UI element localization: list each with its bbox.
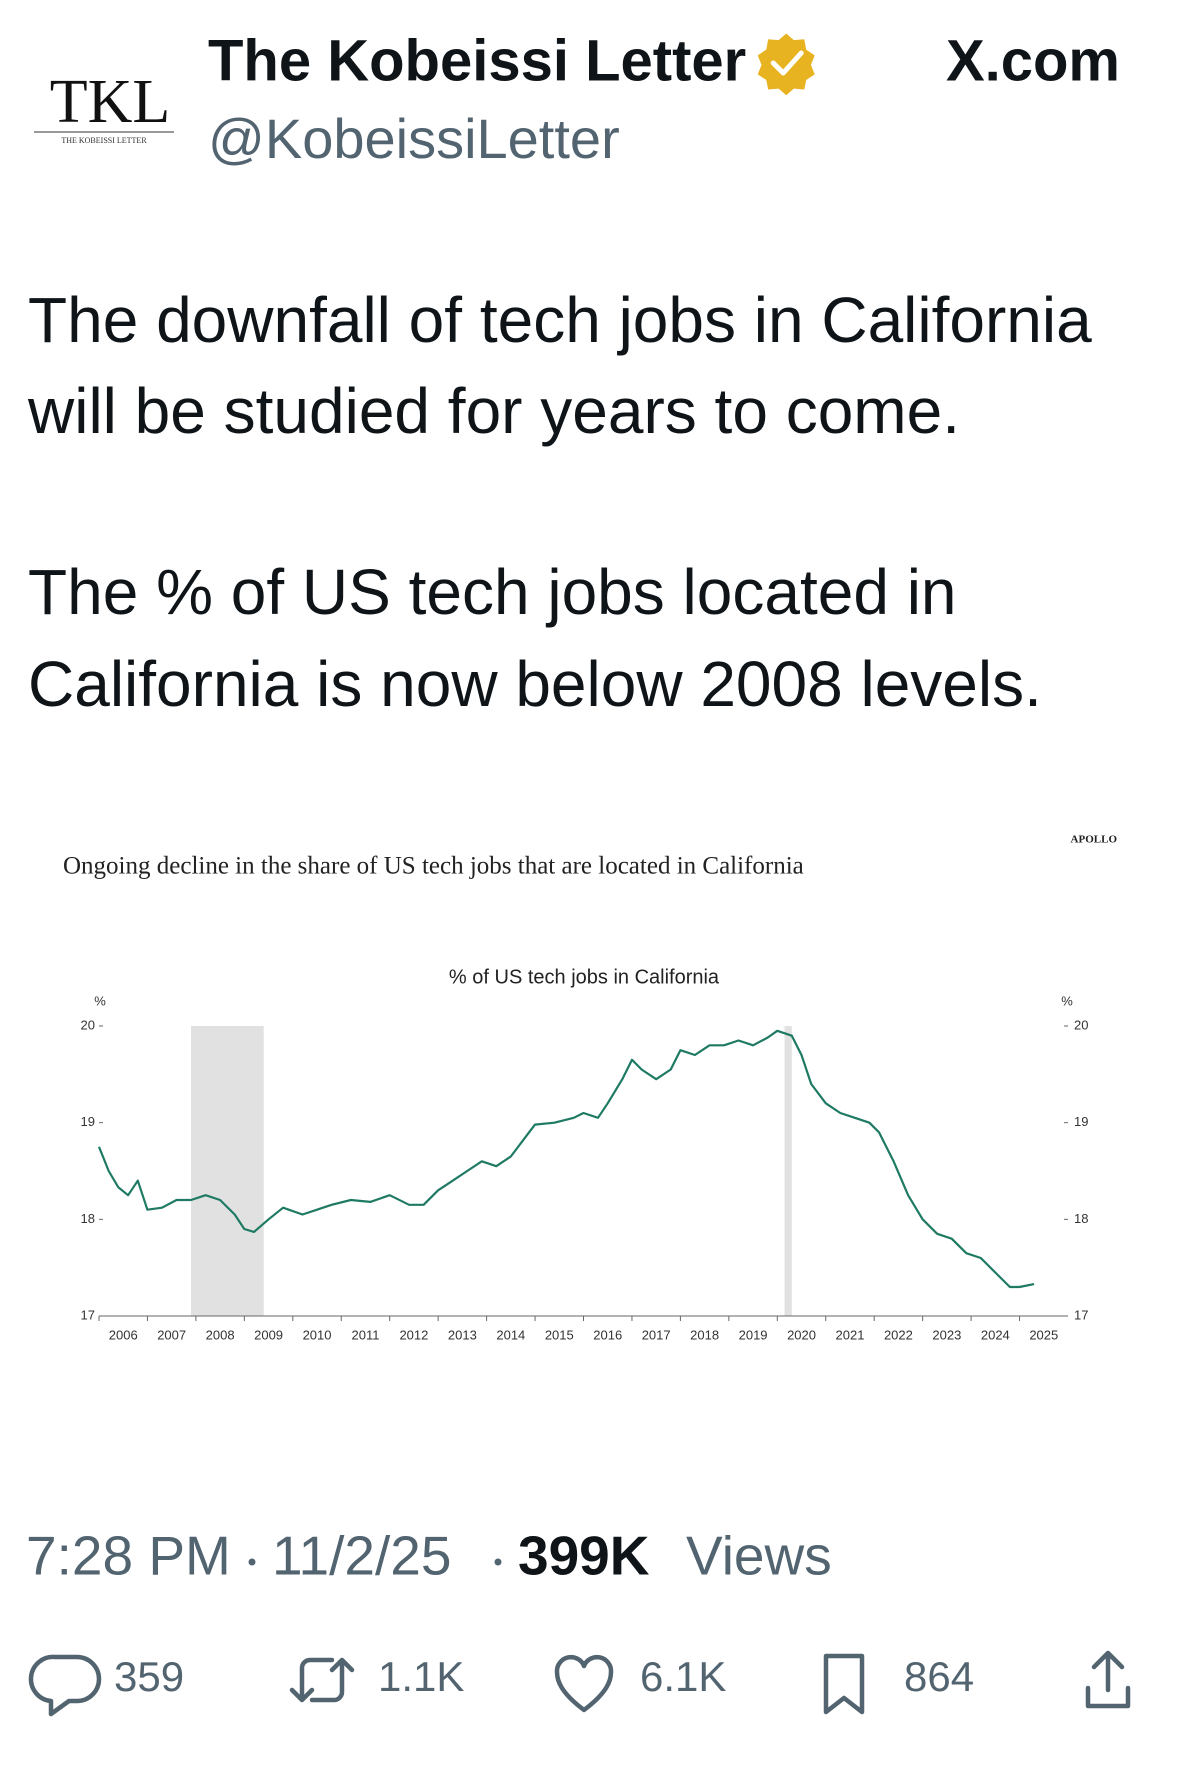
- x-tick-label: 2013: [448, 1327, 477, 1342]
- bookmark-count: 864: [904, 1653, 974, 1700]
- tweet-line: will be studied for years to come.: [27, 375, 960, 447]
- bookmark-button[interactable]: 864: [823, 1653, 974, 1715]
- tweet-line: California is now below 2008 levels.: [28, 648, 1042, 720]
- y2-tick-label: 17: [1074, 1307, 1088, 1322]
- chart-subtitle: % of US tech jobs in California: [449, 966, 720, 988]
- y2-tick-label: 18: [1074, 1211, 1088, 1226]
- y2-unit: %: [1061, 993, 1073, 1008]
- logo: TKL: [50, 68, 171, 136]
- y2-tick-label: 19: [1074, 1114, 1088, 1129]
- repost-count: 1.1K: [378, 1653, 464, 1700]
- x-tick-label: 2018: [690, 1327, 719, 1342]
- chart-source: APOLLO: [1071, 834, 1118, 846]
- verified-badge: [757, 33, 815, 96]
- x-tick-label: 2010: [303, 1327, 332, 1342]
- x-tick-label: 2019: [739, 1327, 768, 1342]
- author-name[interactable]: The Kobeissi Letter: [208, 28, 746, 93]
- x-tick-label: 2023: [932, 1327, 961, 1342]
- views-label: Views: [686, 1525, 832, 1587]
- tweet-date[interactable]: 11/2/25: [272, 1525, 451, 1587]
- logo-caption: THE KOBEISSI LETTER: [61, 136, 147, 145]
- x-tick-label: 2020: [787, 1327, 816, 1342]
- site-label: X.com: [946, 28, 1120, 93]
- x-tick-label: 2014: [496, 1327, 525, 1342]
- data-line: [97, 1029, 1035, 1289]
- x-tick-label: 2008: [206, 1327, 235, 1342]
- y-tick-label: 19: [81, 1114, 95, 1129]
- like-count: 6.1K: [640, 1653, 726, 1700]
- share-button[interactable]: [1085, 1650, 1131, 1709]
- y-tick-label: 18: [81, 1211, 95, 1226]
- repost-button[interactable]: 1.1K: [289, 1653, 464, 1703]
- x-tick-label: 2015: [545, 1327, 574, 1342]
- x-tick-label: 2025: [1029, 1327, 1058, 1342]
- y2-tick-label: 20: [1074, 1017, 1088, 1032]
- x-tick-label: 2021: [836, 1327, 865, 1342]
- x-tick-label: 2022: [884, 1327, 913, 1342]
- x-tick-label: 2007: [157, 1327, 186, 1342]
- x-tick-label: 2012: [399, 1327, 428, 1342]
- x-tick-label: 2024: [981, 1327, 1010, 1342]
- y-tick-label: 17: [81, 1307, 95, 1322]
- y-unit: %: [94, 993, 106, 1008]
- x-tick-label: 2016: [593, 1327, 622, 1342]
- x-tick-label: 2011: [351, 1327, 379, 1342]
- author-handle[interactable]: @KobeissiLetter: [208, 107, 620, 170]
- shaded-region: [191, 1026, 264, 1316]
- reply-button[interactable]: 359: [28, 1653, 184, 1717]
- like-button[interactable]: 6.1K: [554, 1653, 726, 1713]
- views-count: 399K: [518, 1525, 650, 1587]
- chart-title: Ongoing decline in the share of US tech …: [63, 853, 804, 880]
- tweet-line: The % of US tech jobs located in: [28, 556, 957, 628]
- shaded-region: [784, 1026, 792, 1316]
- chart: APOLLO Ongoing decline in the share of U…: [63, 834, 1117, 1343]
- x-tick-label: 2006: [109, 1327, 138, 1342]
- reply-count: 359: [114, 1653, 184, 1700]
- x-tick-label: 2009: [254, 1327, 283, 1342]
- y-tick-label: 20: [81, 1017, 95, 1032]
- tweet-time[interactable]: 7:28 PM: [26, 1525, 231, 1587]
- tweet-line: The downfall of tech jobs in California: [28, 284, 1092, 356]
- x-tick-label: 2017: [642, 1327, 671, 1342]
